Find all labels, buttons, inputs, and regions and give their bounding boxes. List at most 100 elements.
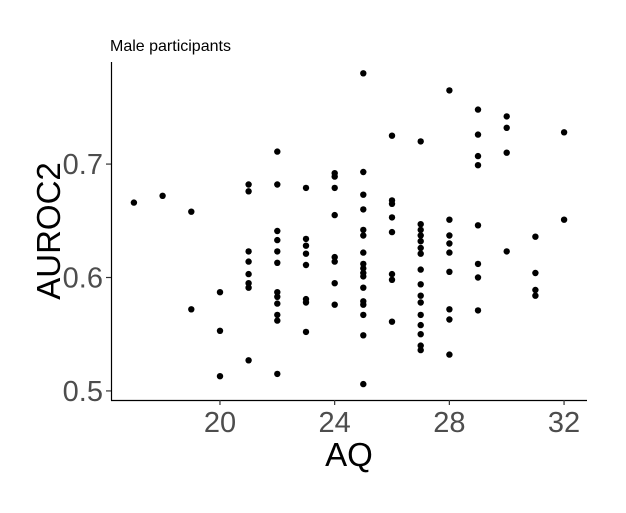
data-point (302, 235, 310, 243)
data-point (474, 106, 482, 113)
data-point (417, 232, 424, 239)
data-point (188, 208, 195, 215)
data-point (388, 132, 396, 139)
x-tick-label: 20 (204, 407, 236, 439)
data-point (474, 162, 482, 169)
data-point (274, 259, 281, 266)
x-tick-label: 24 (319, 407, 351, 439)
y-tick-label: 0.6 (63, 263, 103, 295)
data-point (274, 181, 281, 188)
data-point (302, 242, 310, 249)
data-point (274, 227, 281, 235)
data-point (417, 299, 424, 306)
data-point (474, 307, 482, 314)
data-point (446, 249, 453, 256)
data-point (274, 311, 281, 319)
x-tick-label: 32 (548, 407, 580, 439)
data-point (388, 214, 396, 221)
data-point (474, 152, 482, 160)
data-point (474, 260, 482, 268)
data-point (331, 280, 338, 287)
data-point (446, 316, 453, 323)
data-point (245, 258, 252, 265)
data-point (360, 206, 367, 213)
data-point (216, 289, 224, 296)
data-point (331, 173, 338, 180)
data-point (560, 216, 568, 223)
data-point (388, 228, 396, 236)
data-point (446, 306, 453, 313)
data-point (245, 357, 252, 364)
data-point (532, 292, 539, 299)
data-point (446, 351, 453, 358)
data-point (274, 293, 281, 300)
data-point (245, 270, 252, 278)
data-point (503, 149, 510, 156)
y-axis-ticks: 0.5 0.6 0.7 (63, 149, 111, 408)
x-tick-label: 28 (433, 407, 465, 439)
data-point (360, 311, 367, 319)
data-point (388, 276, 396, 283)
data-point (474, 222, 482, 229)
data-point (417, 321, 424, 329)
data-point (360, 284, 367, 291)
data-point (274, 289, 281, 296)
chart-title: Male participants (110, 38, 231, 55)
data-point (245, 181, 252, 188)
data-point (360, 232, 367, 239)
data-point (216, 327, 224, 334)
data-point (360, 226, 367, 234)
data-point (360, 273, 367, 280)
data-point (302, 299, 310, 306)
data-point (216, 373, 224, 380)
data-point (417, 244, 424, 252)
data-point (417, 346, 424, 354)
data-point (446, 268, 453, 275)
x-axis-label: AQ (325, 436, 373, 473)
data-point (417, 331, 424, 338)
data-point (245, 188, 252, 195)
data-point (503, 113, 510, 120)
data-point (360, 249, 367, 256)
data-point (474, 131, 482, 138)
data-point (532, 233, 539, 240)
data-point (331, 301, 338, 308)
data-point (560, 129, 568, 136)
y-tick-label: 0.7 (63, 149, 103, 181)
data-point (446, 87, 453, 94)
data-point (274, 317, 281, 324)
data-point (274, 236, 281, 244)
data-point (331, 258, 338, 265)
data-point (503, 124, 510, 131)
y-axis-label: AUROC2 (30, 162, 67, 300)
data-point (417, 342, 424, 349)
data-point (417, 226, 424, 234)
data-point (532, 269, 539, 277)
data-point (360, 265, 367, 272)
data-point (245, 284, 252, 291)
data-point (417, 238, 424, 245)
data-point (159, 192, 166, 199)
data-point (245, 248, 252, 255)
data-point (130, 199, 138, 206)
data-point (446, 232, 453, 239)
data-point (532, 286, 539, 294)
data-point (417, 311, 424, 319)
data-point (417, 281, 424, 288)
data-point (331, 184, 338, 192)
data-point (302, 184, 310, 192)
data-point (388, 200, 396, 207)
data-point (388, 270, 396, 278)
data-point (302, 328, 310, 336)
data-point (360, 191, 367, 198)
data-point (360, 380, 367, 388)
data-point (417, 138, 424, 145)
data-point (417, 292, 424, 299)
data-point (245, 280, 252, 287)
data-point (503, 248, 510, 255)
data-point (360, 260, 367, 268)
data-point (474, 274, 482, 281)
data-point (417, 266, 424, 273)
data-point (274, 370, 281, 378)
